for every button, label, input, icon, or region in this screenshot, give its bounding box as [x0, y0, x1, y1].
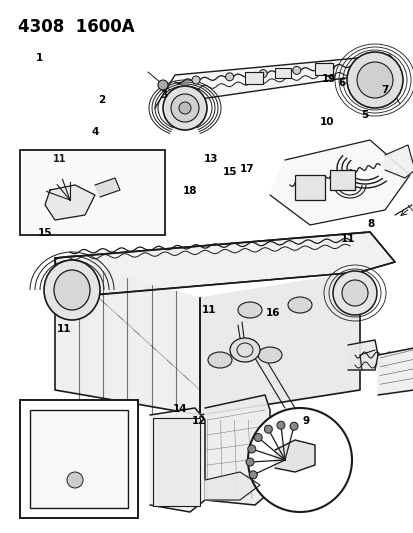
Ellipse shape [356, 62, 392, 98]
Polygon shape [204, 472, 259, 500]
Ellipse shape [287, 297, 311, 313]
Text: 9: 9 [302, 416, 309, 426]
Ellipse shape [158, 80, 168, 90]
Ellipse shape [245, 458, 254, 466]
Text: 11: 11 [57, 325, 71, 334]
Text: 13: 13 [203, 154, 218, 164]
Text: 15: 15 [222, 167, 237, 176]
Ellipse shape [325, 63, 334, 71]
Ellipse shape [332, 271, 376, 315]
Ellipse shape [207, 352, 231, 368]
Text: 15: 15 [37, 229, 52, 238]
Text: 12: 12 [191, 416, 206, 426]
Ellipse shape [44, 260, 100, 320]
Bar [20, 150, 165, 235]
Text: 5: 5 [360, 110, 367, 119]
Polygon shape [384, 145, 413, 178]
Polygon shape [55, 258, 199, 415]
Ellipse shape [264, 425, 272, 433]
Text: 19: 19 [321, 74, 335, 84]
Bar [314, 63, 332, 75]
Ellipse shape [249, 471, 256, 479]
Text: 16: 16 [265, 309, 280, 318]
Polygon shape [154, 55, 399, 118]
Bar [30, 410, 128, 508]
Ellipse shape [67, 472, 83, 488]
Polygon shape [45, 185, 95, 220]
Bar [20, 400, 138, 518]
Bar [244, 72, 262, 84]
Ellipse shape [259, 70, 266, 78]
Text: 4: 4 [91, 127, 99, 137]
Bar [329, 170, 354, 190]
Text: 2: 2 [97, 95, 105, 105]
Ellipse shape [237, 302, 261, 318]
Text: 11: 11 [339, 234, 354, 244]
Ellipse shape [54, 270, 90, 310]
Text: 18: 18 [182, 186, 197, 196]
Polygon shape [150, 408, 204, 512]
Ellipse shape [178, 102, 190, 114]
Polygon shape [274, 440, 314, 472]
Text: 14: 14 [172, 405, 187, 414]
Text: 6: 6 [337, 78, 344, 87]
Polygon shape [55, 232, 394, 298]
Polygon shape [377, 348, 413, 395]
Polygon shape [347, 340, 377, 370]
Bar [294, 175, 324, 200]
Text: 11: 11 [53, 154, 66, 164]
Ellipse shape [290, 422, 297, 430]
Ellipse shape [171, 94, 199, 122]
Bar [354, 59, 369, 69]
Ellipse shape [254, 433, 261, 441]
Ellipse shape [276, 421, 284, 429]
Text: 4308  1600A: 4308 1600A [18, 18, 134, 36]
Text: 8: 8 [366, 219, 373, 229]
Circle shape [247, 408, 351, 512]
Bar [274, 68, 290, 78]
Text: 3: 3 [159, 90, 167, 100]
Text: 1: 1 [36, 53, 43, 62]
Text: 10: 10 [319, 117, 334, 126]
Text: 17: 17 [240, 165, 254, 174]
Ellipse shape [192, 76, 199, 84]
Ellipse shape [346, 52, 402, 108]
Ellipse shape [359, 60, 367, 68]
Ellipse shape [163, 86, 206, 130]
Polygon shape [269, 140, 409, 225]
Ellipse shape [230, 338, 259, 362]
Ellipse shape [341, 280, 367, 306]
Ellipse shape [225, 73, 233, 81]
Text: 7: 7 [380, 85, 388, 94]
Polygon shape [199, 272, 359, 415]
Ellipse shape [292, 67, 300, 75]
Ellipse shape [257, 347, 281, 363]
Ellipse shape [247, 445, 255, 453]
Text: 11: 11 [201, 305, 216, 315]
Polygon shape [95, 178, 120, 197]
Polygon shape [204, 395, 269, 505]
Bar [153, 418, 199, 506]
